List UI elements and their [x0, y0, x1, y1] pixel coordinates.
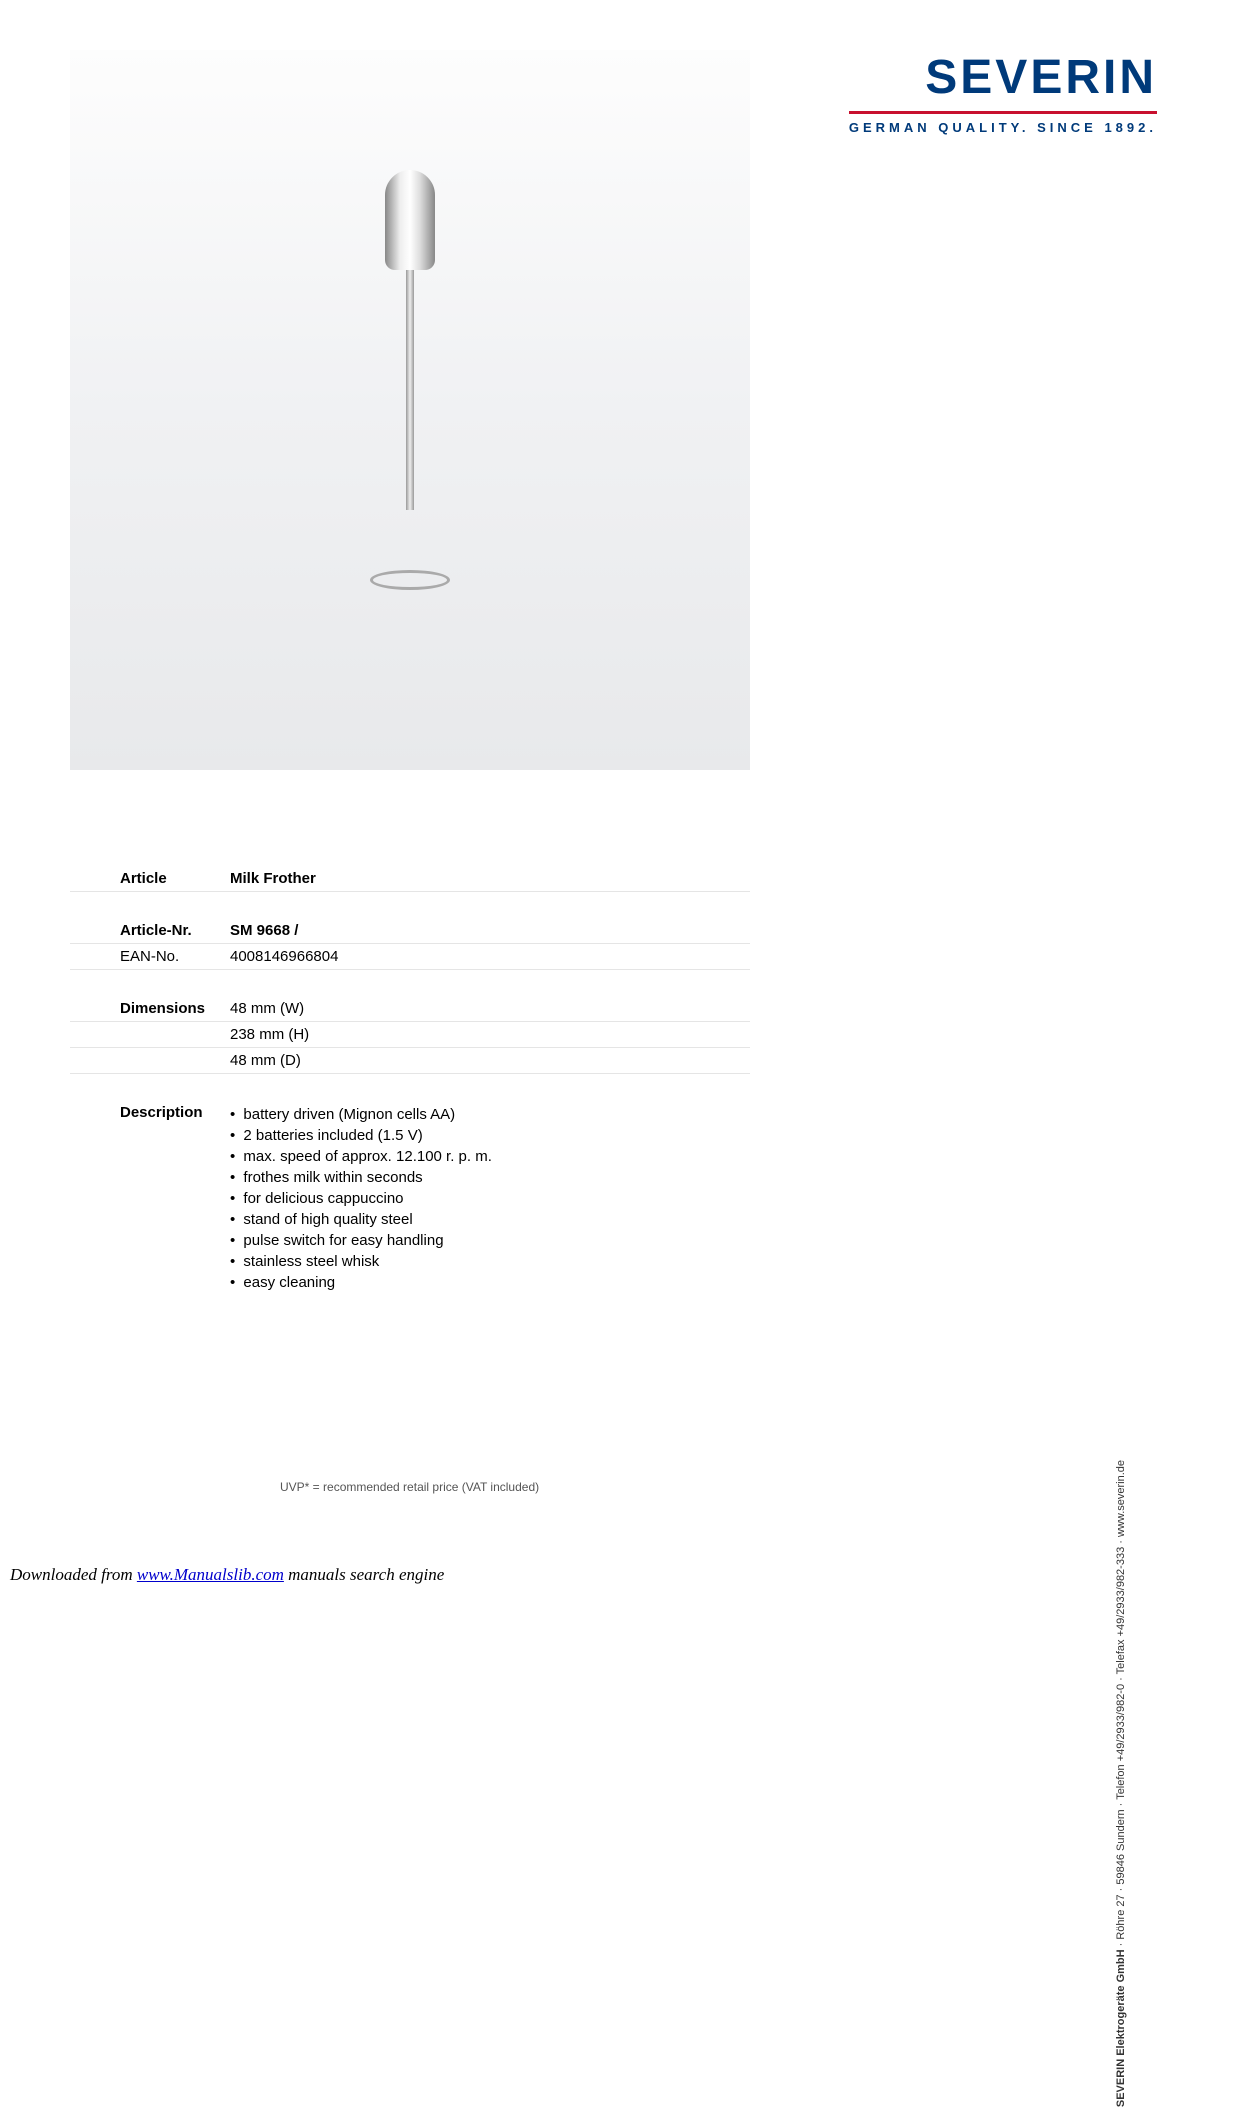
article-nr-label: Article-Nr. — [70, 922, 230, 939]
description-list: battery driven (Mignon cells AA) 2 batte… — [230, 1104, 750, 1293]
desc-item: max. speed of approx. 12.100 r. p. m. — [230, 1146, 750, 1167]
brand-logo: SEVERIN GERMAN QUALITY. SINCE 1892. — [849, 50, 1157, 135]
download-suffix: manuals search engine — [284, 1565, 444, 1584]
logo-tagline: GERMAN QUALITY. SINCE 1892. — [849, 120, 1157, 135]
article-value: Milk Frother — [230, 870, 750, 887]
desc-item: easy cleaning — [230, 1272, 750, 1293]
download-prefix: Downloaded from — [10, 1565, 137, 1584]
logo-brand-text: SEVERIN — [849, 50, 1157, 105]
download-link[interactable]: www.Manualslib.com — [137, 1565, 284, 1584]
spec-table: Article Milk Frother Article-Nr. SM 9668… — [70, 840, 750, 1297]
dim-h: 238 mm (H) — [230, 1026, 750, 1043]
article-label: Article — [70, 870, 230, 887]
dim-w: 48 mm (W) — [230, 1000, 750, 1017]
article-nr-value: SM 9668 / — [230, 922, 750, 939]
ean-label: EAN-No. — [70, 948, 230, 965]
company-rest: · Röhre 27 · 59846 Sundern · Telefon +49… — [1115, 1460, 1127, 1949]
company-info: SEVERIN Elektrogeräte GmbH · Röhre 27 · … — [1115, 1460, 1127, 2107]
product-image — [70, 50, 750, 770]
product-illustration — [350, 170, 470, 650]
desc-item: battery driven (Mignon cells AA) — [230, 1104, 750, 1125]
desc-item: 2 batteries included (1.5 V) — [230, 1125, 750, 1146]
company-name: SEVERIN Elektrogeräte GmbH — [1115, 1949, 1127, 2107]
desc-item: pulse switch for easy handling — [230, 1230, 750, 1251]
dimensions-label: Dimensions — [70, 1000, 230, 1017]
desc-item: stainless steel whisk — [230, 1251, 750, 1272]
desc-item: for delicious cappuccino — [230, 1188, 750, 1209]
download-note: Downloaded from www.Manualslib.com manua… — [10, 1565, 444, 1585]
logo-divider — [849, 111, 1157, 114]
description-label: Description — [70, 1104, 230, 1121]
desc-item: stand of high quality steel — [230, 1209, 750, 1230]
dim-d: 48 mm (D) — [230, 1052, 750, 1069]
ean-value: 4008146966804 — [230, 948, 750, 965]
footnote: UVP* = recommended retail price (VAT inc… — [280, 1480, 539, 1494]
desc-item: frothes milk within seconds — [230, 1167, 750, 1188]
